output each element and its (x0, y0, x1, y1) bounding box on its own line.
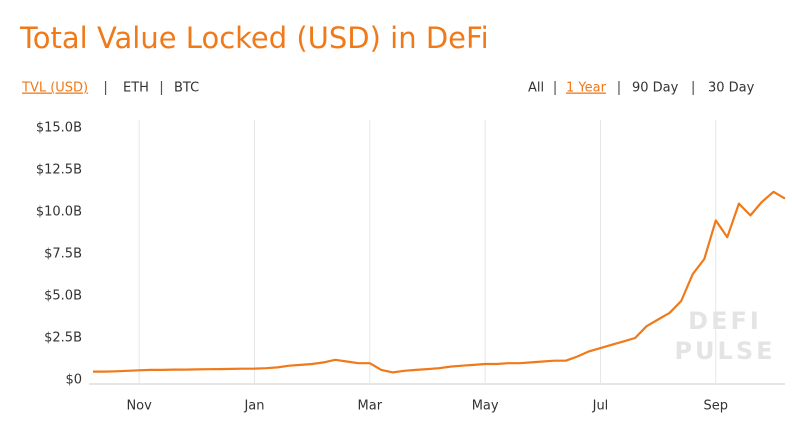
chart-title: Total Value Locked (USD) in DeFi (19, 21, 489, 55)
y-tick-label: $5.0B (44, 289, 82, 304)
y-tick-label: $7.5B (44, 247, 82, 262)
tab[interactable]: 90 Day (632, 81, 679, 96)
tab[interactable]: ETH (123, 81, 149, 96)
watermark: PULSE (674, 337, 775, 365)
tab[interactable]: 30 Day (708, 81, 755, 96)
tab[interactable]: All (528, 81, 544, 96)
watermark: DEFI (688, 307, 762, 335)
tvl-line (93, 190, 786, 374)
y-tick-label: $0 (65, 373, 82, 388)
y-tick-label: $12.5B (36, 163, 82, 178)
x-tick-label: Sep (704, 399, 729, 414)
x-tick-label: Jul (592, 399, 609, 414)
y-tick-label: $15.0B (36, 121, 82, 136)
tab[interactable]: TVL (USD) (21, 81, 88, 96)
tab[interactable]: 1 Year (566, 81, 607, 96)
x-tick-label: Nov (126, 399, 152, 414)
tab[interactable]: BTC (174, 81, 199, 96)
y-tick-label: $2.5B (44, 331, 82, 346)
x-tick-label: Jan (243, 399, 264, 414)
x-tick-label: Mar (358, 399, 383, 414)
x-tick-label: May (472, 399, 499, 414)
y-tick-label: $10.0B (36, 205, 82, 220)
